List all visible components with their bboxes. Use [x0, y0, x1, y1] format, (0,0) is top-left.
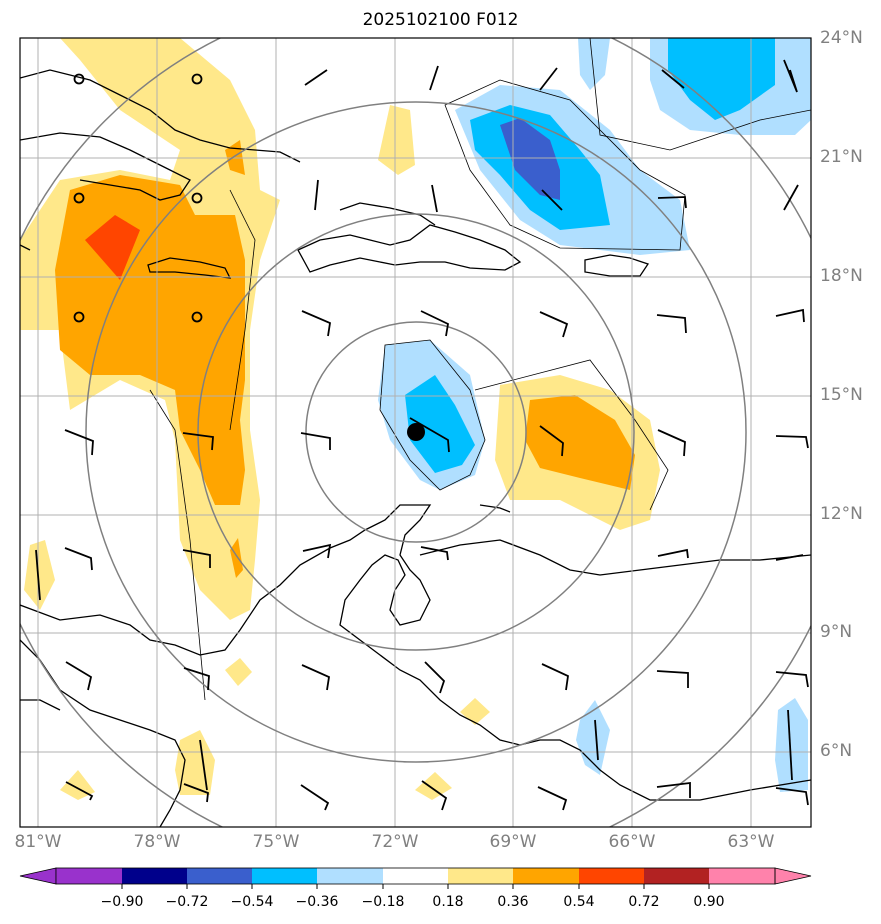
- map-title: 2025102100 F012: [362, 10, 519, 30]
- colorbar-label: 0.36: [497, 894, 529, 910]
- lon-label-72w: 72°W: [371, 832, 419, 852]
- colorbar-label: 0.72: [628, 894, 660, 910]
- lat-label-21n: 21°N: [820, 147, 863, 167]
- colorbar-label: 0.54: [563, 894, 595, 910]
- colorbar-label: −0.54: [230, 894, 274, 910]
- lat-label-24n: 24°N: [820, 28, 863, 48]
- map-frame: [19, 37, 812, 828]
- range-rings: [20, 38, 811, 827]
- thin-contours: [149, 38, 811, 701]
- colorbar-label: −0.36: [295, 894, 339, 910]
- wind-barbs: [35, 59, 809, 811]
- lon-label-69w: 69°W: [489, 832, 537, 852]
- colorbar-label: 0.18: [432, 894, 464, 910]
- colorbar-label: 0.90: [693, 894, 725, 910]
- station-markers: [73, 73, 203, 323]
- colorbar-label: −0.18: [361, 894, 405, 910]
- lon-label-66w: 66°W: [608, 832, 656, 852]
- storm-center-marker: [407, 423, 425, 441]
- lat-label-18n: 18°N: [820, 266, 863, 286]
- lon-label-63w: 63°W: [727, 832, 775, 852]
- lat-label-9n: 9°N: [820, 622, 853, 642]
- negative-anomaly-shading: [378, 38, 811, 792]
- lon-label-78w: 78°W: [133, 832, 181, 852]
- lat-label-6n: 6°N: [820, 741, 853, 761]
- colorbar: [19, 867, 812, 889]
- lat-lon-grid: [20, 38, 811, 827]
- lon-label-81w: 81°W: [14, 832, 62, 852]
- lat-label-12n: 12°N: [820, 504, 863, 524]
- colorbar-label: −0.72: [165, 894, 209, 910]
- colorbar-label: −0.90: [100, 894, 144, 910]
- lon-label-75w: 75°W: [252, 832, 300, 852]
- lat-label-15n: 15°N: [820, 385, 863, 405]
